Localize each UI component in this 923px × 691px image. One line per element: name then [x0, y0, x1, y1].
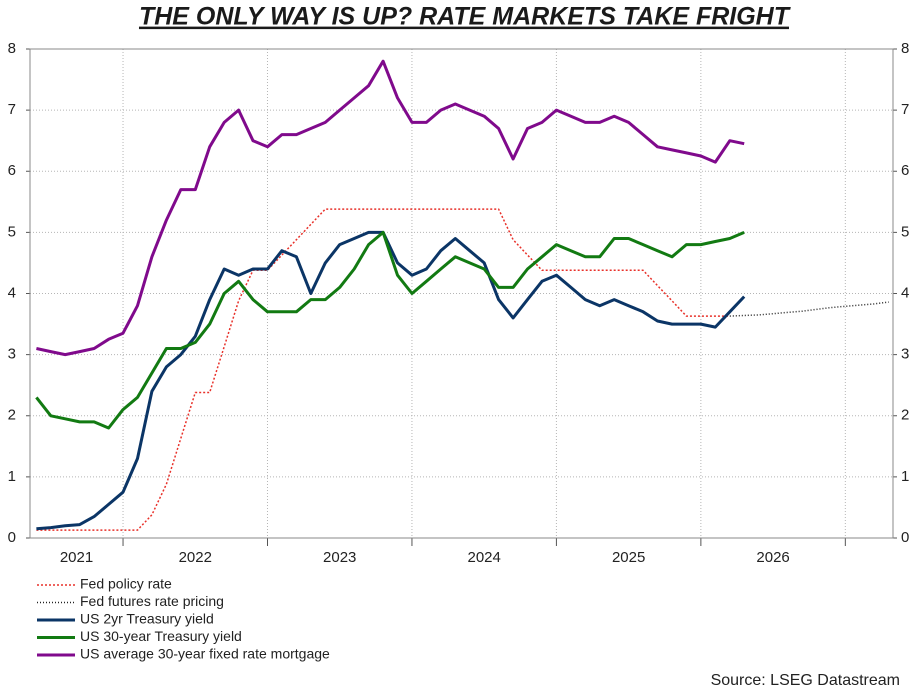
y-tick-label: 6 [8, 162, 16, 179]
x-tick-label: 2026 [756, 549, 789, 566]
y-tick-label: 5 [8, 223, 16, 240]
y2-tick-label: 5 [901, 223, 909, 240]
y-tick-label: 2 [8, 407, 16, 424]
y-tick-label: 0 [8, 529, 16, 546]
legend-label: US 30-year Treasury yield [80, 628, 242, 644]
series-line [35, 230, 745, 430]
series-line [36, 208, 730, 531]
series-line [36, 230, 746, 531]
y2-tick-label: 7 [901, 101, 909, 118]
plot-frame [29, 48, 894, 539]
legend-label: Fed futures rate pricing [80, 593, 224, 609]
legend-label: US average 30-year fixed rate mortgage [80, 646, 330, 662]
x-tick-label: 2023 [323, 549, 356, 566]
y-tick-label: 4 [8, 284, 16, 301]
y-tick-label: 8 [8, 40, 16, 57]
series-line [36, 59, 745, 357]
source-note: Source: LSEG Datastream [711, 672, 900, 689]
x-tick-label: 2022 [179, 549, 212, 566]
y2-tick-label: 4 [901, 284, 909, 301]
y2-tick-label: 3 [901, 346, 909, 363]
legend-label: US 2yr Treasury yield [80, 611, 214, 627]
x-tick-label: 2021 [60, 549, 93, 566]
y2-tick-label: 2 [901, 407, 909, 424]
y-tick-label: 1 [8, 468, 16, 485]
series-line [729, 301, 889, 317]
y2-tick-label: 8 [901, 40, 909, 57]
x-tick-label: 2025 [612, 549, 645, 566]
chart-title: THE ONLY WAY IS UP? RATE MARKETS TAKE FR… [139, 3, 792, 31]
y2-tick-label: 6 [901, 162, 909, 179]
y2-tick-label: 1 [901, 468, 909, 485]
y-tick-label: 3 [8, 346, 16, 363]
x-tick-label: 2024 [467, 549, 500, 566]
legend-label: Fed policy rate [80, 576, 172, 592]
y-tick-label: 7 [8, 101, 16, 118]
y2-tick-label: 0 [901, 529, 909, 546]
